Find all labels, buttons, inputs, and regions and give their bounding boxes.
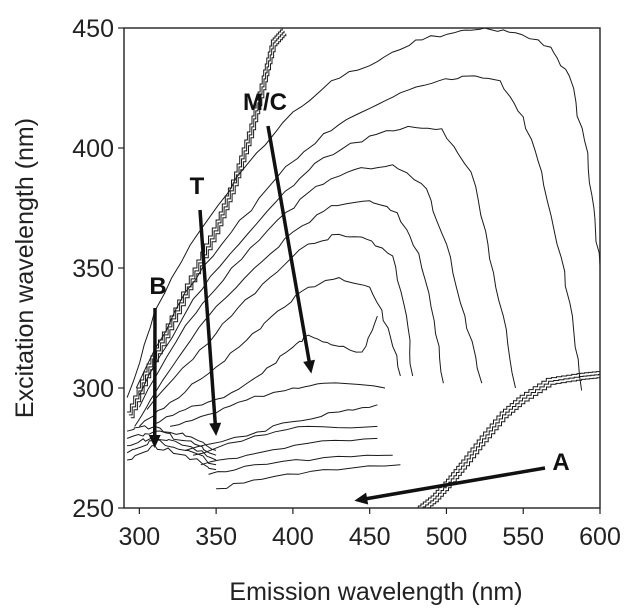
y-axis-ticks: 250 300 350 400 450 <box>72 15 124 523</box>
contour-line <box>126 439 217 466</box>
y-tick-label: 450 <box>72 15 114 43</box>
x-tick-label: 550 <box>502 523 544 551</box>
contour-lines <box>126 28 600 508</box>
x-tick-label: 500 <box>426 523 468 551</box>
annotation-arrow <box>266 125 313 368</box>
annotation-arrow <box>198 209 218 431</box>
lower-boundary-line <box>422 374 600 508</box>
annotation-arrowhead <box>209 422 222 436</box>
contour-line <box>126 430 217 456</box>
peak-annotations: B T M/C A <box>148 89 570 505</box>
lower-boundary-line <box>427 377 600 508</box>
contour-line <box>127 435 217 461</box>
upper-boundary-line <box>128 30 285 416</box>
x-tick-label: 400 <box>272 523 314 551</box>
contour-line <box>146 233 414 410</box>
peak-label: B <box>149 273 166 300</box>
peak-label: M/C <box>243 89 287 116</box>
x-tick-label: 350 <box>195 523 237 551</box>
upper-boundary-line <box>130 33 287 419</box>
annotation-arrowhead <box>303 359 315 374</box>
contour-line <box>192 425 378 456</box>
upper-boundary-line <box>127 28 283 413</box>
annotation-arrowhead <box>148 434 161 448</box>
contour-line <box>185 404 378 451</box>
x-tick-label: 600 <box>579 523 621 551</box>
contour-line <box>135 75 583 391</box>
contour-line <box>138 125 516 396</box>
y-axis-label: Excitation wavelength (nm) <box>11 118 39 418</box>
contour-line <box>127 445 217 471</box>
contour-line <box>138 164 483 408</box>
x-axis-ticks: 300 350 400 450 500 550 600 <box>118 508 621 551</box>
y-tick-label: 400 <box>72 135 114 163</box>
annotation-arrow <box>359 466 546 502</box>
contour-line <box>126 425 217 451</box>
contour-line <box>126 28 600 398</box>
annotation-arrowhead <box>354 492 369 505</box>
contour-line <box>200 437 378 466</box>
peak-label: T <box>190 173 205 200</box>
contour-line <box>139 277 401 427</box>
y-tick-label: 250 <box>72 495 114 523</box>
x-axis-label: Emission wavelength (nm) <box>229 578 522 606</box>
x-tick-label: 300 <box>118 523 160 551</box>
x-tick-label: 450 <box>349 523 391 551</box>
y-tick-label: 350 <box>72 255 114 283</box>
contour-line <box>154 315 378 425</box>
peak-label: A <box>552 449 569 476</box>
y-tick-label: 300 <box>72 375 114 403</box>
contour-line <box>208 454 393 475</box>
contour-line <box>216 464 401 490</box>
contour-line <box>170 382 386 427</box>
contour-line <box>134 200 444 427</box>
